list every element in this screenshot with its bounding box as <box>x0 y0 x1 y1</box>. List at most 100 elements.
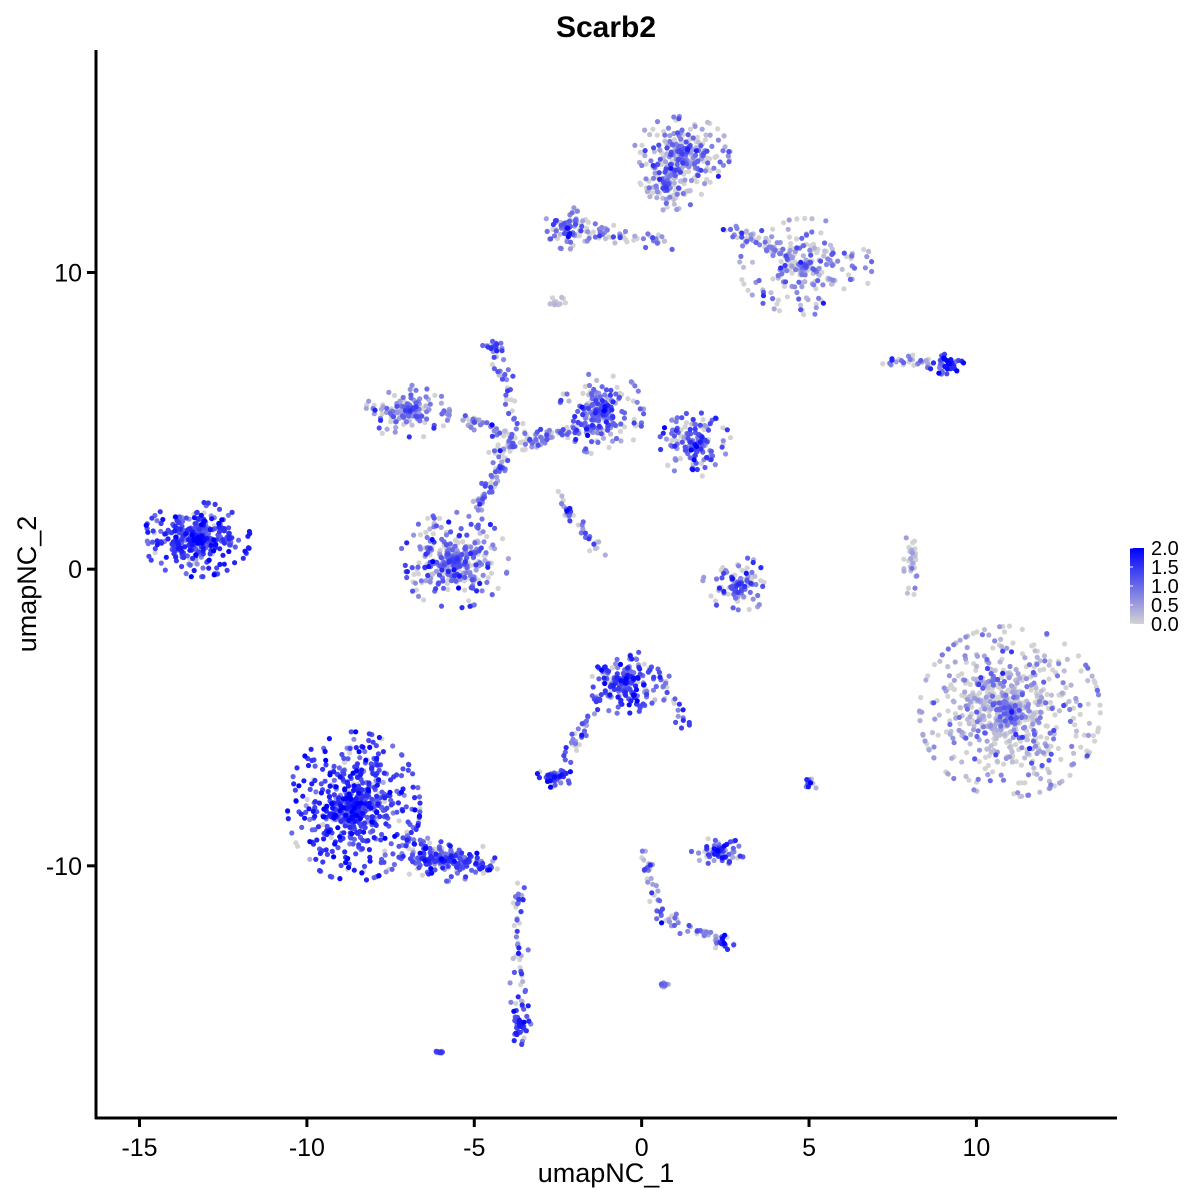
cell-point <box>572 413 578 420</box>
cell-point <box>459 605 465 611</box>
cell-point <box>350 841 356 847</box>
cell-point <box>361 829 367 835</box>
cell-point <box>642 153 648 159</box>
cell-point <box>990 682 996 688</box>
cell-point <box>510 373 516 379</box>
cell-point <box>957 704 963 711</box>
cell-point <box>918 694 924 701</box>
cell-point <box>950 735 956 741</box>
cell-point <box>721 570 727 576</box>
cell-point <box>459 850 465 856</box>
cell-point <box>386 389 392 395</box>
cell-point <box>143 522 149 528</box>
cell-point <box>494 866 500 872</box>
cell-point <box>570 418 577 424</box>
cell-point <box>678 136 684 142</box>
cell-point <box>663 436 670 442</box>
cell-point <box>663 166 669 172</box>
cell-point <box>497 430 503 436</box>
cell-point <box>470 498 476 504</box>
cell-point <box>698 460 705 466</box>
cell-point <box>1034 771 1040 777</box>
cell-point <box>307 839 313 845</box>
cell-point <box>553 228 559 234</box>
cell-point <box>781 220 787 226</box>
cell-point <box>514 917 520 923</box>
cell-point <box>632 142 638 148</box>
cell-point <box>441 408 447 414</box>
cell-point <box>436 572 443 578</box>
cell-point <box>357 772 363 778</box>
cell-point <box>676 701 683 707</box>
cell-point <box>715 173 722 179</box>
cell-point <box>464 532 470 538</box>
cell-point <box>511 398 518 404</box>
cell-point <box>799 235 805 241</box>
cell-point <box>708 929 714 935</box>
cell-point <box>388 841 394 847</box>
cell-point <box>170 539 176 545</box>
cell-point <box>411 571 417 578</box>
cell-point <box>421 597 427 603</box>
cell-point <box>813 286 819 292</box>
cell-point <box>631 675 637 682</box>
cell-point <box>439 567 445 573</box>
cell-point <box>761 579 767 586</box>
cell-point <box>501 357 507 363</box>
cell-point <box>1007 738 1013 744</box>
cell-point <box>462 574 468 581</box>
cell-point <box>525 1003 531 1009</box>
cell-point <box>361 863 368 870</box>
cell-point <box>356 749 362 755</box>
cell-point <box>827 242 834 248</box>
cell-point <box>1043 700 1049 706</box>
cell-point <box>610 399 616 405</box>
cell-point <box>671 137 678 143</box>
cell-point <box>607 692 613 698</box>
cell-point <box>323 762 329 768</box>
cell-point <box>353 796 359 802</box>
cell-point <box>685 132 691 138</box>
cell-point <box>443 542 450 548</box>
cell-point <box>647 194 653 200</box>
cell-point <box>150 528 156 534</box>
cell-point <box>798 259 804 265</box>
cell-point <box>1081 732 1087 738</box>
cell-point <box>1008 649 1015 655</box>
cell-point <box>480 496 486 502</box>
cell-point <box>1007 744 1013 750</box>
cell-point <box>564 431 570 437</box>
cell-point <box>583 732 589 739</box>
cell-point <box>675 157 681 163</box>
cell-point <box>707 179 713 185</box>
cell-point <box>221 526 227 532</box>
cell-point <box>551 233 558 239</box>
cell-point <box>696 850 702 856</box>
cell-point <box>776 308 783 314</box>
cell-point <box>300 793 306 799</box>
cell-point <box>569 731 575 737</box>
cell-point <box>702 181 708 187</box>
cell-point <box>1043 743 1049 749</box>
cell-point <box>672 915 678 921</box>
cell-point <box>986 632 992 638</box>
cell-point <box>370 828 376 834</box>
cell-point <box>207 526 213 533</box>
cell-point <box>601 675 607 681</box>
cell-point <box>901 556 907 562</box>
cell-point <box>1055 745 1061 752</box>
cell-point <box>775 297 782 303</box>
cell-point <box>974 733 980 740</box>
cell-point <box>409 382 415 388</box>
cell-point <box>589 417 595 423</box>
cell-point <box>726 149 732 155</box>
cell-point <box>148 557 154 563</box>
cell-point <box>195 540 201 546</box>
cell-point <box>669 417 675 423</box>
cell-point <box>713 576 720 582</box>
cell-point <box>599 398 606 404</box>
cell-point <box>378 417 384 423</box>
cell-point <box>451 567 457 573</box>
cell-point <box>217 561 223 568</box>
cell-point <box>544 778 551 785</box>
